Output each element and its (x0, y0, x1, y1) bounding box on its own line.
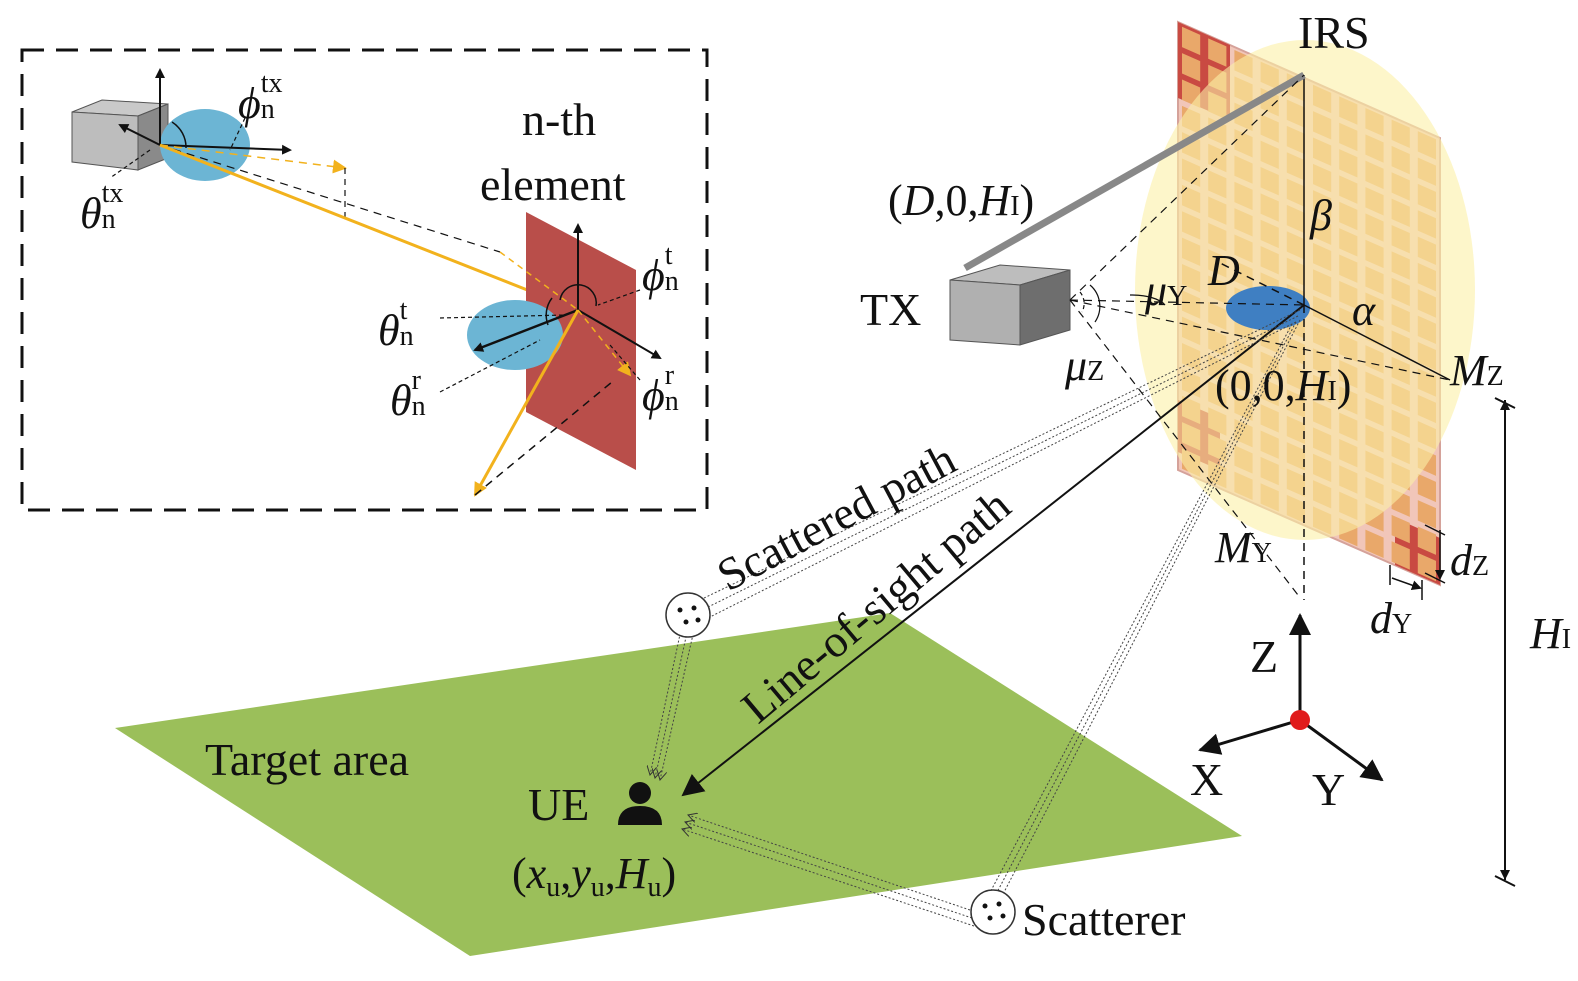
beta-label: β (1309, 191, 1332, 240)
los-path-line (681, 304, 1305, 797)
target-area-ground (115, 613, 1242, 956)
mu-y-label: μY (1144, 266, 1187, 315)
M-y-label: MY (1214, 523, 1272, 572)
phi-tx-label: ϕntx (238, 68, 283, 128)
phi-t-label: ϕnt (642, 240, 679, 300)
theta-r-label: θnr (390, 365, 426, 425)
tx-support-pole (963, 71, 1306, 272)
irs-cell (1365, 529, 1384, 559)
d-y-label: dY (1370, 594, 1412, 643)
nth-element-label-1: n-th (522, 94, 596, 145)
scattered-paths (650, 309, 1301, 927)
irs-cell (1417, 500, 1436, 529)
irs-cell (1391, 541, 1410, 570)
irs-cell (1208, 38, 1227, 67)
irs-cell (1417, 526, 1436, 555)
irs-cell (1391, 514, 1410, 544)
nth-element-label-2: element (480, 159, 626, 210)
scatterer-label: Scatterer (1022, 894, 1185, 945)
D-label: D (1207, 246, 1240, 295)
H-i-label: HI (1529, 609, 1571, 658)
scatterer-top (665, 592, 711, 638)
inset-tx-beam (160, 109, 250, 181)
tx-box (949, 264, 1071, 346)
irs-cell (1417, 473, 1436, 503)
theta-t-label: θnt (378, 295, 414, 355)
irs-coverage-halo (1135, 40, 1475, 540)
alpha-label: α (1352, 286, 1376, 335)
d-z-label: dZ (1450, 536, 1489, 585)
coordinate-axes (1198, 613, 1384, 782)
mu-z-label: μZ (1064, 341, 1104, 390)
inset-nth-element (526, 212, 636, 470)
irs-cell (1417, 552, 1436, 582)
M-z-label: MZ (1449, 346, 1504, 395)
axis-z-label: Z (1250, 631, 1278, 682)
irs-cell (1182, 26, 1201, 56)
inset-tx-box (71, 99, 169, 171)
phi-r-label: ϕnr (642, 360, 679, 420)
irs-label: IRS (1298, 7, 1370, 58)
irs-panel (1135, 20, 1475, 587)
theta-tx-label: θntx (80, 178, 123, 238)
axis-x-label: X (1190, 754, 1223, 805)
irs-cell (1182, 53, 1201, 82)
target-area-label: Target area (205, 734, 409, 785)
ue-label: UE (528, 779, 589, 830)
irs-center-coordinate: (0,0,HI) (1215, 361, 1351, 410)
inset-frame (20, 48, 709, 512)
scatterer-bottom (970, 889, 1016, 935)
ue-person-icon (618, 782, 662, 825)
tx-coordinate: (D,0,HI) (888, 176, 1034, 225)
origin-point (1290, 710, 1310, 730)
tx-label: TX (860, 284, 921, 335)
ue-coordinate: (xu,yu,Hu) (512, 849, 676, 903)
axis-y-label: Y (1312, 764, 1345, 815)
